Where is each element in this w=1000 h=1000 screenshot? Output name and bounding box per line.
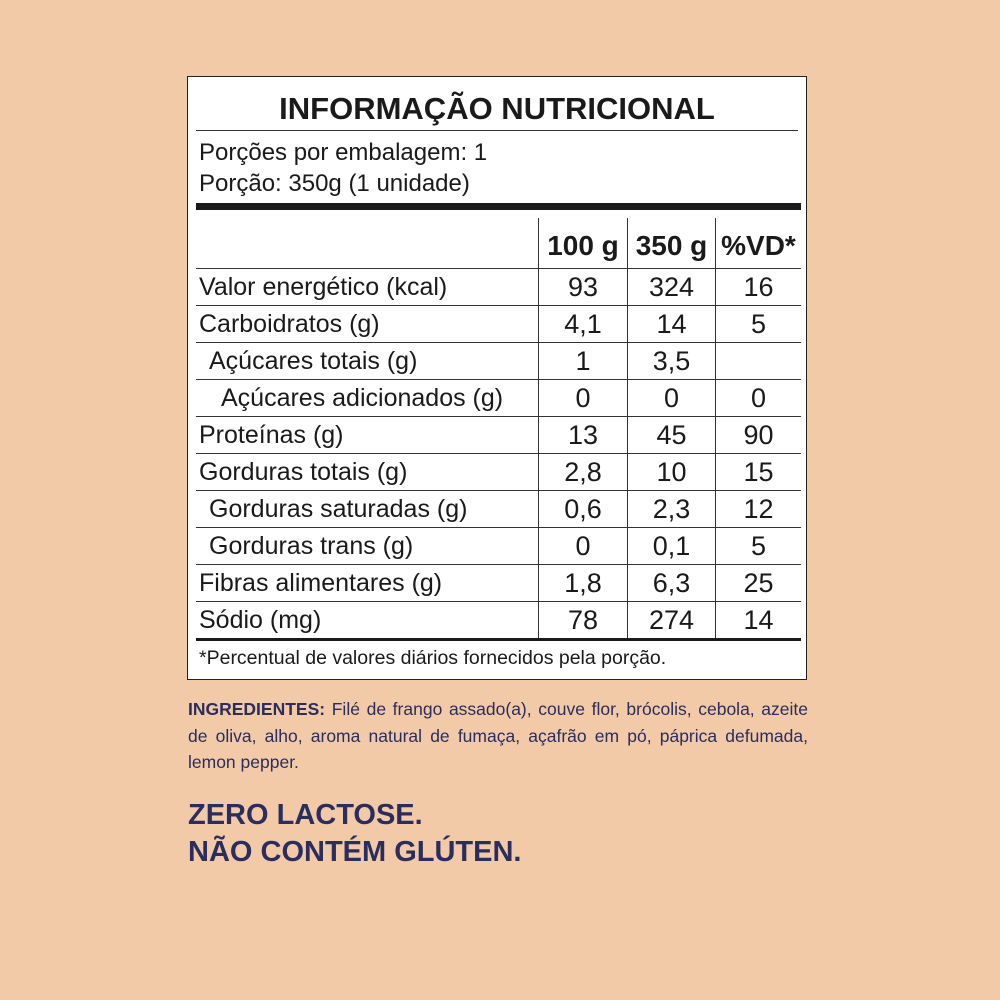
table-row: Fibras alimentares (g) 1,8 6,3 25 [196,564,801,602]
table-row: Açúcares totais (g) 1 3,5 [196,342,801,380]
value-350g: 0 [627,379,716,417]
table-row: Carboidratos (g) 4,1 14 5 [196,305,801,343]
nutrient-name: Gorduras trans (g) [196,527,539,565]
header-blank [196,218,539,269]
value-100g: 0,6 [538,490,628,528]
column-header: 350 g [627,218,716,269]
claim-lactose: ZERO LACTOSE. [188,799,423,831]
value-100g: 78 [538,601,628,641]
value-100g: 2,8 [538,453,628,491]
nutrition-facts-label: INFORMAÇÃO NUTRICIONAL Porções por embal… [187,76,807,680]
value-100g: 4,1 [538,305,628,343]
nutrient-name: Valor energético (kcal) [196,268,539,306]
value-350g: 2,3 [627,490,716,528]
ingredients: INGREDIENTES: Filé de frango assado(a), … [188,696,808,776]
value-daily-percent: 15 [715,453,801,491]
ingredients-text: Filé de frango assado(a), couve flor, br… [188,699,808,772]
value-daily-percent: 14 [715,601,801,641]
table-header-row: 100 g 350 g %VD* [196,218,801,269]
serving-size: Porção: 350g (1 unidade) [199,170,470,197]
table-row: Gorduras totais (g) 2,8 10 15 [196,453,801,491]
nutrient-name: Gorduras totais (g) [196,453,539,491]
value-350g: 0,1 [627,527,716,565]
thick-divider [196,203,801,210]
claims: ZERO LACTOSE. NÃO CONTÉM GLÚTEN. [188,797,522,871]
ingredients-heading: INGREDIENTES: [188,699,326,719]
value-350g: 6,3 [627,564,716,602]
label-title: INFORMAÇÃO NUTRICIONAL [279,91,715,126]
value-daily-percent: 12 [715,490,801,528]
value-daily-percent [715,342,801,380]
value-350g: 14 [627,305,716,343]
value-100g: 93 [538,268,628,306]
column-header: %VD* [715,218,801,269]
value-350g: 45 [627,416,716,454]
value-daily-percent: 25 [715,564,801,602]
value-100g: 0 [538,379,628,417]
divider [196,130,798,131]
footnote: *Percentual de valores diários fornecido… [199,647,667,669]
value-100g: 0 [538,527,628,565]
value-350g: 274 [627,601,716,641]
table-row: Gorduras trans (g) 0 0,1 5 [196,527,801,565]
table-row: Valor energético (kcal) 93 324 16 [196,268,801,306]
value-daily-percent: 5 [715,305,801,343]
table-row: Açúcares adicionados (g) 0 0 0 [196,379,801,417]
value-350g: 3,5 [627,342,716,380]
nutrient-name: Carboidratos (g) [196,305,539,343]
nutrient-name: Sódio (mg) [196,601,539,641]
value-daily-percent: 16 [715,268,801,306]
table-row: Sódio (mg) 78 274 14 [196,601,801,641]
nutrient-name: Açúcares totais (g) [196,342,539,380]
table-row: Gorduras saturadas (g) 0,6 2,3 12 [196,490,801,528]
value-350g: 324 [627,268,716,306]
nutrient-name: Açúcares adicionados (g) [196,379,539,417]
value-daily-percent: 0 [715,379,801,417]
table-row: Proteínas (g) 13 45 90 [196,416,801,454]
servings-per-package: Porções por embalagem: 1 [199,139,488,166]
value-100g: 13 [538,416,628,454]
value-daily-percent: 5 [715,527,801,565]
nutrition-table: 100 g 350 g %VD* Valor energético (kcal)… [196,218,801,641]
value-daily-percent: 90 [715,416,801,454]
claim-gluten: NÃO CONTÉM GLÚTEN. [188,836,522,868]
nutrient-name: Gorduras saturadas (g) [196,490,539,528]
nutrient-name: Fibras alimentares (g) [196,564,539,602]
value-100g: 1 [538,342,628,380]
column-header: 100 g [538,218,628,269]
value-100g: 1,8 [538,564,628,602]
value-350g: 10 [627,453,716,491]
nutrient-name: Proteínas (g) [196,416,539,454]
